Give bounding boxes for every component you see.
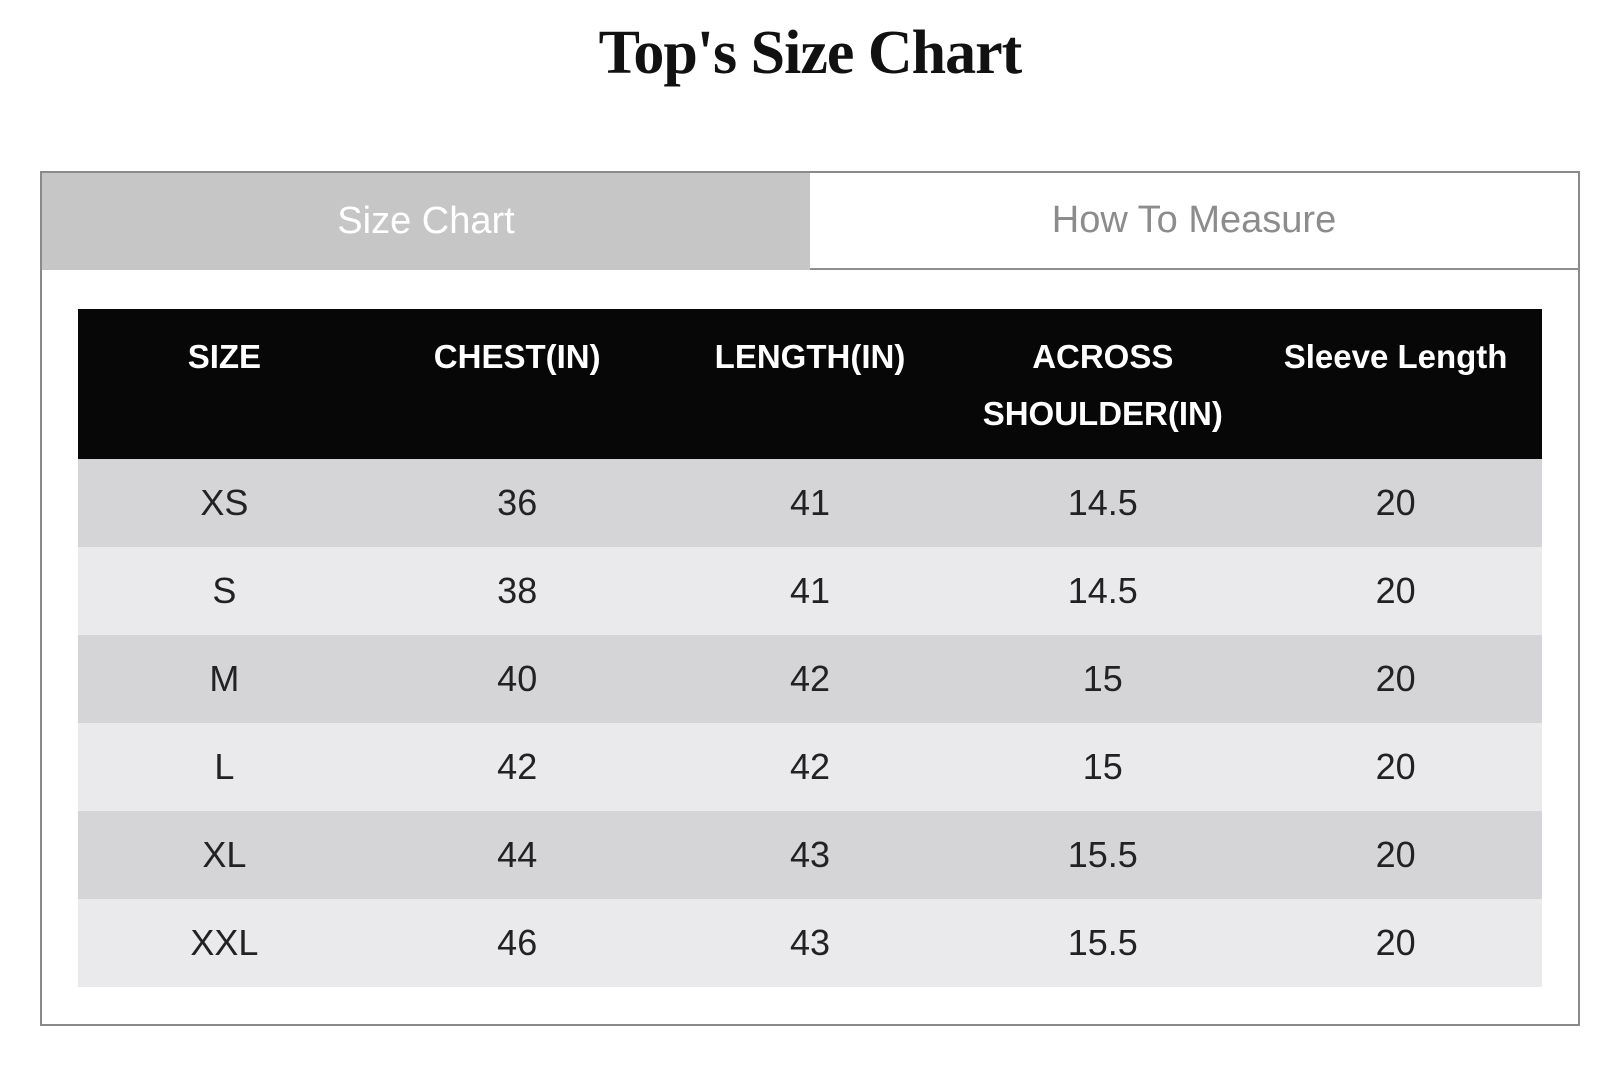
table-row-xs: XS 36 41 14.5 20: [78, 459, 1542, 547]
table-row-xl: XL 44 43 15.5 20: [78, 811, 1542, 899]
tab-bar: Size Chart How To Measure: [42, 173, 1578, 270]
cell-sleeve-length: 20: [1375, 834, 1416, 875]
cell-size: XL: [202, 834, 247, 875]
cell-size: XS: [200, 482, 249, 523]
table-row-l: L 42 42 15 20: [78, 723, 1542, 811]
cell-length: 43: [789, 922, 831, 963]
cell-sleeve-length: 20: [1375, 482, 1416, 523]
size-chart-panel: SIZE CHEST(IN) LENGTH(IN) ACROSS SHOULDE…: [42, 270, 1578, 1022]
tab-how-to-measure[interactable]: How To Measure: [810, 173, 1578, 270]
cell-length: 42: [789, 658, 831, 699]
column-header-chest: CHEST(IN): [370, 309, 664, 459]
cell-chest: 38: [497, 570, 538, 611]
cell-size: XXL: [190, 922, 259, 963]
cell-size: L: [214, 746, 235, 787]
table-row-xxl: XXL 46 43 15.5 20: [78, 899, 1542, 987]
cell-chest: 44: [497, 834, 538, 875]
cell-across-shoulder: 15: [1082, 746, 1123, 787]
table-header-row: SIZE CHEST(IN) LENGTH(IN) ACROSS SHOULDE…: [78, 309, 1542, 459]
cell-sleeve-length: 20: [1375, 658, 1416, 699]
column-header-across-shoulder: ACROSS SHOULDER(IN): [956, 309, 1250, 459]
table-row-m: M 40 42 15 20: [78, 635, 1542, 723]
cell-size: M: [209, 658, 240, 699]
column-header-size: SIZE: [78, 309, 371, 459]
cell-sleeve-length: 20: [1375, 746, 1416, 787]
cell-length: 43: [789, 834, 831, 875]
column-header-sleeve-length: Sleeve Length: [1249, 309, 1542, 459]
cell-sleeve-length: 20: [1375, 570, 1416, 611]
cell-size: S: [212, 570, 237, 611]
cell-across-shoulder: 15.5: [1067, 922, 1138, 963]
cell-chest: 42: [497, 746, 538, 787]
cell-across-shoulder: 14.5: [1067, 570, 1138, 611]
cell-length: 41: [789, 570, 831, 611]
column-header-length: LENGTH(IN): [663, 309, 957, 459]
size-table-body: XS 36 41 14.5 20 S 38 41 14.5 20 M 40 42: [78, 459, 1542, 987]
cell-chest: 40: [497, 658, 538, 699]
cell-across-shoulder: 14.5: [1067, 482, 1138, 523]
size-table: SIZE CHEST(IN) LENGTH(IN) ACROSS SHOULDE…: [78, 309, 1542, 987]
cell-sleeve-length: 20: [1375, 922, 1416, 963]
cell-chest: 36: [497, 482, 538, 523]
cell-across-shoulder: 15: [1082, 658, 1123, 699]
cell-across-shoulder: 15.5: [1067, 834, 1138, 875]
table-row-s: S 38 41 14.5 20: [78, 547, 1542, 635]
size-chart-widget: Size Chart How To Measure SIZE CHEST(IN)…: [40, 171, 1580, 1026]
cell-length: 41: [789, 482, 831, 523]
cell-length: 42: [789, 746, 831, 787]
page-title: Top's Size Chart: [598, 19, 1023, 87]
tab-size-chart[interactable]: Size Chart: [42, 173, 810, 270]
cell-chest: 46: [497, 922, 538, 963]
size-table-head: SIZE CHEST(IN) LENGTH(IN) ACROSS SHOULDE…: [78, 309, 1542, 459]
